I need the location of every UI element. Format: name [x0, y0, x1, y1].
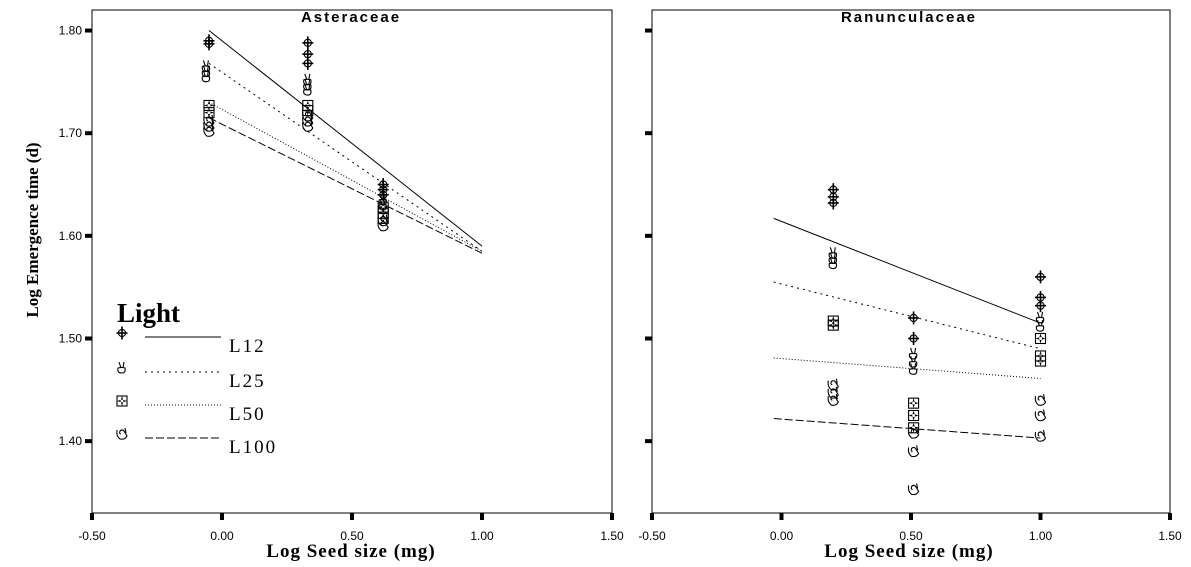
y-tick-label-1: 1.50 — [59, 331, 83, 345]
legend-label-l50: L50 — [229, 404, 266, 425]
fit-line-l25-1 — [773, 281, 1041, 350]
point-l12-0-1 — [203, 37, 215, 51]
point-l12-1-5 — [1035, 270, 1046, 284]
point-l25-1-1 — [828, 252, 838, 264]
point-l25-1-2 — [828, 257, 838, 270]
points-layer — [201, 34, 1047, 496]
y-tick-label-3: 1.70 — [59, 126, 83, 140]
y-axis-label: Log Emergence time (d) — [23, 142, 42, 317]
point-l25-1-4 — [908, 355, 918, 368]
point-l25-0-6 — [378, 193, 387, 206]
y-tick-label-2: 1.60 — [59, 229, 83, 243]
point-l50-1-1 — [827, 319, 839, 331]
legend: Light L12 L25 L50 L100 — [117, 298, 277, 458]
point-l100-0-2 — [203, 125, 215, 137]
panel-title-ranunculaceae: Ranunculaceae — [841, 9, 977, 26]
x-axis-label-right: Log Seed size (mg) — [824, 541, 993, 562]
point-l25-1-7 — [1035, 319, 1045, 332]
legend-marks-layer — [116, 326, 221, 440]
point-l100-1-5 — [907, 483, 920, 496]
point-l100-1-3 — [907, 426, 920, 439]
point-l25-0-4 — [303, 78, 312, 91]
legend-marker-l50 — [116, 395, 128, 407]
point-l100-0-7 — [377, 219, 389, 232]
point-l100-1-7 — [1034, 409, 1047, 422]
point-l25-0-3 — [303, 73, 312, 86]
point-l12-1-4 — [908, 331, 920, 345]
point-l100-1-8 — [1034, 429, 1047, 442]
legend-label-l12: L12 — [229, 336, 266, 357]
point-l25-0-5 — [303, 83, 312, 96]
legend-title: Light — [117, 298, 180, 328]
point-l100-1-6 — [1034, 393, 1047, 406]
point-l50-1-2 — [908, 397, 920, 409]
fit-lines-layer — [208, 30, 1041, 439]
x-tick-label-1-2: 0.50 — [899, 529, 923, 543]
point-l50-1-3 — [908, 409, 920, 422]
x-axis-label-left: Log Seed size (mg) — [266, 541, 435, 562]
point-l12-0-4 — [302, 56, 314, 70]
x-tick-label-1-1: 0.00 — [770, 529, 794, 543]
point-l25-0-1 — [201, 65, 211, 78]
legend-marker-l100 — [116, 427, 128, 440]
x-tick-label-1-3: 1.00 — [1029, 529, 1053, 543]
x-tick-label-0-1: 0.00 — [210, 529, 234, 543]
y-tick-label-4: 1.80 — [59, 24, 83, 38]
panel-title-asteraceae: Asteraceae — [301, 9, 401, 26]
point-l50-1-7 — [1034, 355, 1047, 367]
point-l12-1-2 — [827, 196, 839, 210]
point-l50-0-1 — [203, 107, 215, 119]
point-l12-1-3 — [908, 311, 920, 325]
fit-line-l100-0 — [208, 117, 483, 254]
point-l12-1-7 — [1035, 299, 1046, 313]
fit-line-l12-1 — [773, 217, 1041, 324]
point-l50-1-5 — [1034, 332, 1047, 345]
fit-line-l12-0 — [208, 30, 483, 247]
x-tick-label-0-2: 0.50 — [340, 529, 364, 543]
y-tick-label-0: 1.40 — [59, 434, 83, 448]
point-l100-1-0 — [827, 378, 839, 391]
fit-line-l25-0 — [208, 62, 483, 252]
fit-line-l50-1 — [773, 357, 1041, 380]
point-l100-0-5 — [302, 119, 314, 132]
legend-marker-l25 — [117, 361, 126, 374]
legend-label-l25: L25 — [229, 371, 266, 392]
x-tick-label-0-0: -0.50 — [78, 529, 106, 543]
axes-layer: -0.50 0.00 0.50 1.00 1.50 1.40 1.50 1.60 1.70 1.8… — [59, 9, 1182, 543]
point-l12-0-2 — [302, 36, 314, 50]
point-l25-1-3 — [908, 347, 918, 360]
x-tick-label-1-4: 1.50 — [1158, 529, 1182, 543]
point-l25-0-2 — [201, 70, 211, 83]
point-l25-1-5 — [908, 363, 918, 375]
point-l100-1-4 — [907, 445, 920, 458]
point-l25-0-0 — [201, 60, 211, 73]
point-l100-1-1 — [827, 386, 839, 399]
point-l100-1-2 — [827, 393, 839, 406]
legend-label-l100: L100 — [229, 437, 277, 458]
x-tick-label-0-3: 1.00 — [470, 529, 494, 543]
fit-line-l100-1 — [773, 418, 1041, 439]
legend-marker-l12 — [116, 326, 128, 340]
point-l25-1-6 — [1035, 311, 1045, 324]
x-tick-label-0-4: 1.50 — [600, 529, 624, 543]
point-l25-1-0 — [828, 247, 838, 259]
fit-line-l50-0 — [208, 101, 483, 252]
x-tick-label-1-0: -0.50 — [638, 529, 666, 543]
